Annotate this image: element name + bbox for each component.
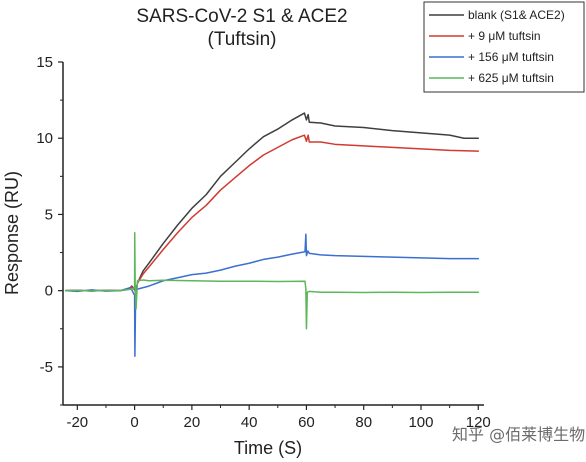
legend-label-1: blank (S1& ACE2) [468,8,565,22]
x-tick-label: 40 [241,414,258,431]
series-line-4 [65,231,480,330]
x-tick-label: 20 [184,414,201,431]
x-tick-label: 0 [130,414,138,431]
x-axis-label: Time (S) [234,438,302,458]
y-tick-label: 5 [45,206,53,223]
axis-layer: -5 0 5 10 15 -20 0 20 40 60 80 100 120 [36,54,490,431]
series-line-3 [65,233,480,357]
series-layer [65,112,480,357]
legend-label-4: + 625 μM tuftsin [468,71,554,85]
x-tick-label: 120 [466,414,491,431]
x-tick-label: 80 [355,414,372,431]
x-tick-label: -20 [66,414,88,431]
chart-subtitle: (Tuftsin) [208,29,277,50]
watermark-text: 知乎 @佰莱博生物 [452,425,585,444]
series-line-2 [65,134,480,293]
legend-label-3: + 156 μM tuftsin [468,50,554,64]
y-tick-label: 10 [36,130,53,147]
y-tick-label: -5 [40,359,53,376]
x-tick-label: 100 [408,414,433,431]
y-tick-label: 0 [45,283,53,300]
series-line-1 [65,112,480,294]
y-tick-label: 15 [36,54,53,71]
y-axis-label: Response (RU) [2,171,22,295]
x-tick-label: 60 [298,414,315,431]
legend: blank (S1& ACE2) + 9 μM tuftsin + 156 μM t… [423,1,585,93]
legend-label-2: + 9 μM tuftsin [468,29,541,43]
legend-box [423,1,585,93]
chart-title: SARS-CoV-2 S1 & ACE2 [136,6,347,27]
